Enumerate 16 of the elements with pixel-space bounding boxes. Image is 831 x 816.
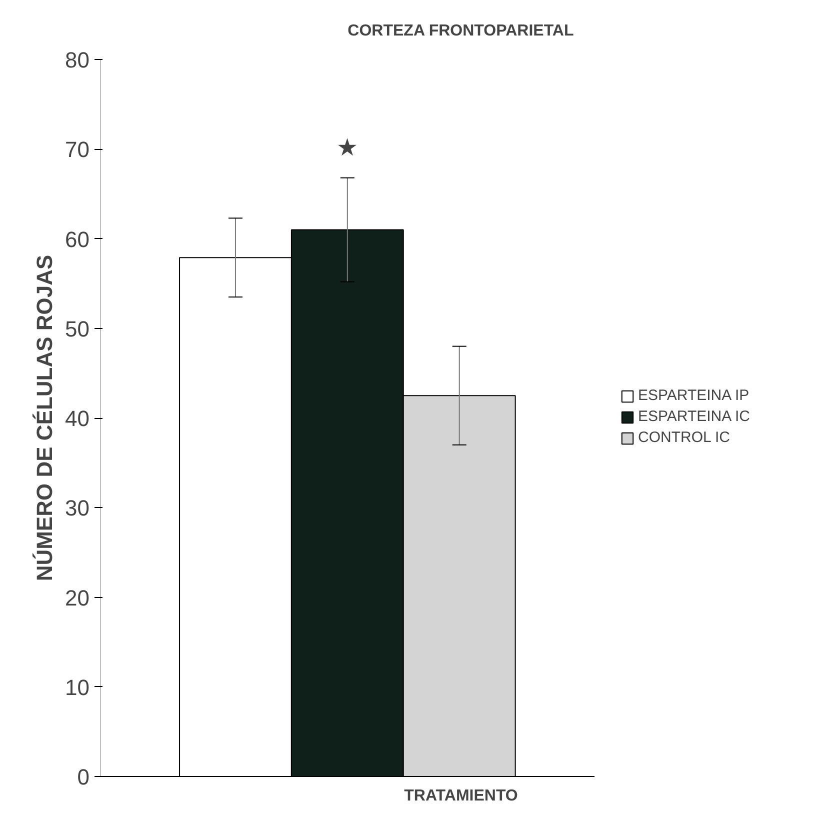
y-tick-label: 20 [65,585,90,610]
legend-label: CONTROL IC [638,429,730,446]
annotation: ★ [336,134,358,162]
x-axis-title: TRATAMIENTO [404,788,518,804]
y-tick-label: 30 [65,496,90,521]
y-tick-label: 70 [65,137,90,162]
y-tick-label: 10 [65,674,90,700]
y-tick-label: 50 [65,316,90,342]
y-tick-label: 40 [65,406,90,431]
legend-label: ESPARTEINA IC [638,408,750,425]
chart-title: CORTEZA FRONTOPARIETAL [348,22,574,40]
y-tick-label: 0 [77,764,90,790]
legend-label: ESPARTEINA IP [638,387,750,404]
y-axis-title: NÚMERO DE CÉLULAS ROJAS [32,254,58,582]
y-tick-label: 60 [65,226,90,252]
y-tick-label: 80 [65,48,90,72]
